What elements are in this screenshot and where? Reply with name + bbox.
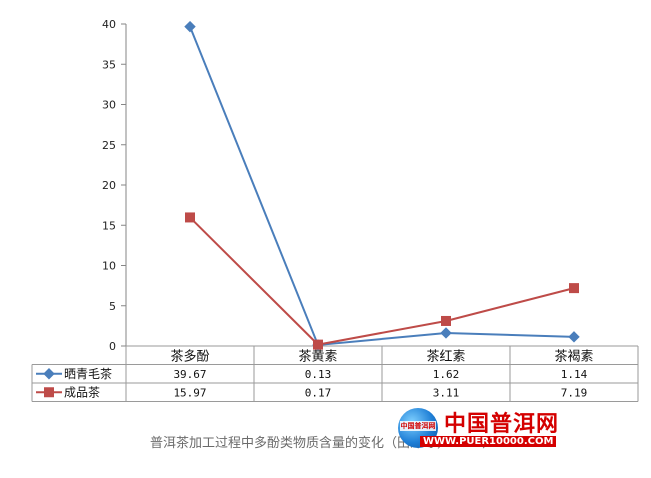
legend-key-marker: [44, 387, 54, 398]
data-cell: 1.62: [433, 368, 460, 381]
category-label: 茶多酚: [170, 349, 209, 365]
watermark-logo: 中国普洱网 中国普洱网 WWW.PUER10000.COM: [398, 406, 603, 450]
legend-key-marker: [43, 368, 55, 380]
data-cell: 0.17: [305, 386, 332, 399]
data-cell: 3.11: [433, 386, 460, 399]
data-point: [313, 339, 323, 350]
y-tick-label: 35: [102, 58, 116, 71]
series-name: 成品茶: [64, 384, 100, 399]
plot-area: [184, 20, 580, 351]
data-cell: 0.13: [305, 368, 332, 381]
data-point: [568, 331, 580, 343]
data-point: [185, 212, 195, 223]
data-point: [440, 327, 452, 339]
data-cell: 15.97: [173, 386, 206, 399]
category-label: 茶黄素: [298, 349, 337, 365]
data-cell: 39.67: [173, 368, 206, 381]
y-tick-label: 40: [102, 18, 116, 31]
data-point: [441, 315, 451, 326]
y-tick-label: 25: [102, 139, 116, 152]
data-point: [569, 283, 579, 294]
watermark-title: 中国普洱网: [444, 412, 560, 437]
category-label: 茶褐素: [554, 349, 593, 365]
category-label: 茶红素: [426, 349, 465, 365]
watermark-url: WWW.PUER10000.COM: [420, 436, 557, 447]
series-line: [189, 216, 575, 346]
y-tick-label: 10: [102, 260, 116, 273]
y-axis: 0 5 10 15 20 25 30 35 40: [102, 18, 127, 353]
data-point: [184, 20, 196, 33]
series-line: [189, 26, 575, 347]
y-tick-label: 5: [109, 300, 116, 313]
watermark-globe-text: 中国普洱网: [400, 421, 436, 431]
y-tick-label: 15: [102, 219, 116, 232]
series-name: 晒青毛茶: [64, 366, 112, 381]
data-cell: 7.19: [561, 386, 588, 399]
y-tick-label: 20: [102, 179, 116, 192]
data-cell: 1.14: [561, 368, 588, 381]
y-tick-label: 30: [102, 99, 116, 112]
y-tick-label: 0: [109, 340, 116, 353]
